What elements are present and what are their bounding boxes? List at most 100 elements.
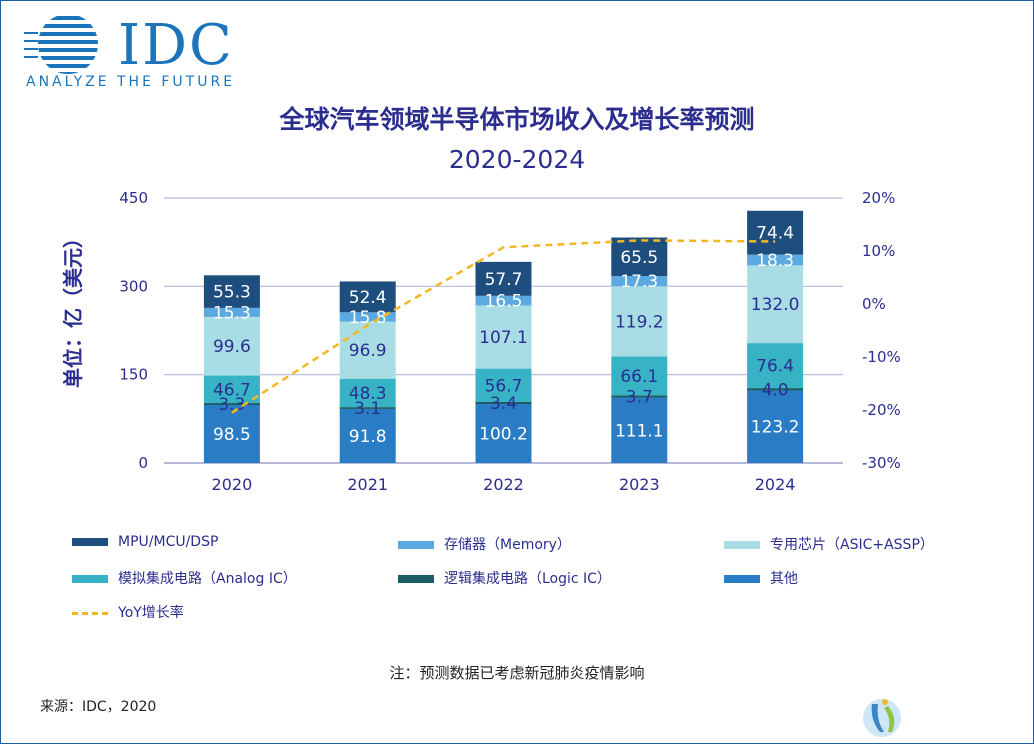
legend-label: MPU/MCU/DSP	[118, 534, 219, 550]
data-label: 111.1	[615, 421, 664, 441]
bar-segment	[611, 286, 668, 357]
data-label: 56.7	[485, 376, 523, 396]
x-tick-label: 2022	[483, 475, 524, 494]
bar-segment	[339, 281, 396, 313]
legend-item: 其他	[724, 568, 798, 588]
y-tick-label: 0	[138, 454, 148, 472]
data-label: 18.3	[756, 251, 794, 271]
corner-logo-icon	[863, 699, 901, 737]
x-tick-label: 2024	[755, 475, 796, 494]
legend-line-swatch	[72, 611, 108, 615]
bar-segment	[203, 316, 260, 376]
x-tick-label: 2021	[347, 475, 388, 494]
legend-swatch	[72, 575, 108, 583]
y-tick-label: 450	[119, 189, 148, 207]
bar-segment	[475, 403, 532, 463]
idc-logo: IDC ANALYZE THE FUTURE	[22, 14, 242, 94]
bar-segment	[611, 276, 668, 287]
data-label: 55.3	[213, 283, 251, 303]
data-label: 99.6	[213, 337, 251, 357]
legend-swatch	[398, 541, 434, 549]
yoy-growth-line	[231, 239, 776, 414]
legend-item: 专用芯片（ASIC+ASSP）	[724, 534, 934, 554]
data-label: 15.8	[349, 308, 387, 328]
legend-label: 模拟集成电路（Analog IC）	[118, 571, 297, 587]
x-tick-label: 2020	[212, 475, 253, 494]
data-label: 16.5	[485, 292, 523, 312]
data-label: 17.3	[620, 272, 658, 292]
data-label: 100.2	[479, 424, 528, 444]
bar-segment	[747, 210, 804, 255]
data-label: 48.3	[349, 384, 387, 404]
data-label: 74.4	[756, 224, 794, 244]
bar-segment	[747, 254, 804, 266]
source-text: 来源：IDC，2020	[40, 699, 157, 715]
bar-segment	[475, 401, 532, 404]
y-axis-label: 单位：亿（美元）	[61, 228, 85, 388]
bar-segment	[339, 408, 396, 463]
data-label: 52.4	[349, 288, 387, 308]
bar-segment	[203, 375, 260, 404]
bar-segment	[747, 265, 804, 344]
bar-segment	[339, 312, 396, 322]
legend-item: 逻辑集成电路（Logic IC）	[398, 568, 611, 588]
legend-item: 存储器（Memory）	[398, 534, 571, 554]
y2-tick-label: -20%	[862, 401, 901, 419]
legend-swatch	[72, 538, 108, 546]
legend-swatch	[724, 541, 760, 549]
bar-segment	[203, 307, 260, 317]
data-label: 107.1	[479, 328, 528, 348]
legend-item: YoY增长率	[72, 602, 184, 622]
data-label: 76.4	[756, 357, 794, 377]
bar-segment	[475, 368, 532, 402]
bar-segment	[339, 378, 396, 408]
bar-segment	[203, 404, 260, 463]
data-label: 132.0	[751, 295, 800, 315]
bar-segment	[747, 390, 804, 463]
data-label: 96.9	[349, 341, 387, 361]
data-label: 3.1	[354, 399, 381, 419]
y-tick-label: 150	[119, 366, 148, 384]
data-label: 98.5	[213, 425, 251, 445]
data-label: 57.7	[485, 270, 523, 290]
bar-segment	[475, 305, 532, 369]
brand-tagline: ANALYZE THE FUTURE	[26, 74, 236, 90]
bar-segment	[747, 343, 804, 389]
bar-segment	[747, 388, 804, 391]
x-tick-label: 2023	[619, 475, 660, 494]
data-label: 15.3	[213, 303, 251, 323]
y2-tick-label: 10%	[862, 242, 895, 260]
y2-tick-label: 20%	[862, 189, 895, 207]
y2-tick-label: -30%	[862, 454, 901, 472]
data-label: 66.1	[620, 367, 658, 387]
bar-segment	[611, 397, 668, 463]
y2-tick-label: -10%	[862, 348, 901, 366]
legend-label: 存储器（Memory）	[444, 537, 571, 553]
brand-name: IDC	[118, 13, 234, 78]
bar-segment	[475, 261, 532, 296]
data-label: 123.2	[751, 418, 800, 438]
bar-segment	[339, 321, 396, 379]
y2-tick-label: 0%	[862, 295, 886, 313]
chart-subtitle: 2020-2024	[448, 145, 586, 174]
chart-title: 全球汽车领域半导体市场收入及增长率预测	[279, 105, 755, 134]
globe-icon	[24, 16, 98, 74]
bar-segment	[611, 395, 668, 398]
data-label: 91.8	[349, 427, 387, 447]
legend-item: MPU/MCU/DSP	[72, 534, 218, 550]
data-label: 3.7	[626, 387, 653, 407]
bar-segment	[611, 356, 668, 396]
data-label: 46.7	[213, 380, 251, 400]
legend-label: 逻辑集成电路（Logic IC）	[444, 571, 611, 587]
footnote: 注：预测数据已考虑新冠肺炎疫情影响	[389, 664, 645, 682]
legend-item: 模拟集成电路（Analog IC）	[72, 568, 297, 588]
data-label: 3.4	[490, 394, 517, 414]
bar-segment	[475, 295, 532, 306]
data-label: 4.0	[762, 380, 789, 400]
data-label: 3.3	[218, 395, 245, 415]
legend-label: 其他	[770, 571, 798, 587]
data-label: 65.5	[620, 248, 658, 268]
legend-swatch	[398, 575, 434, 583]
bar-segment	[203, 403, 260, 405]
